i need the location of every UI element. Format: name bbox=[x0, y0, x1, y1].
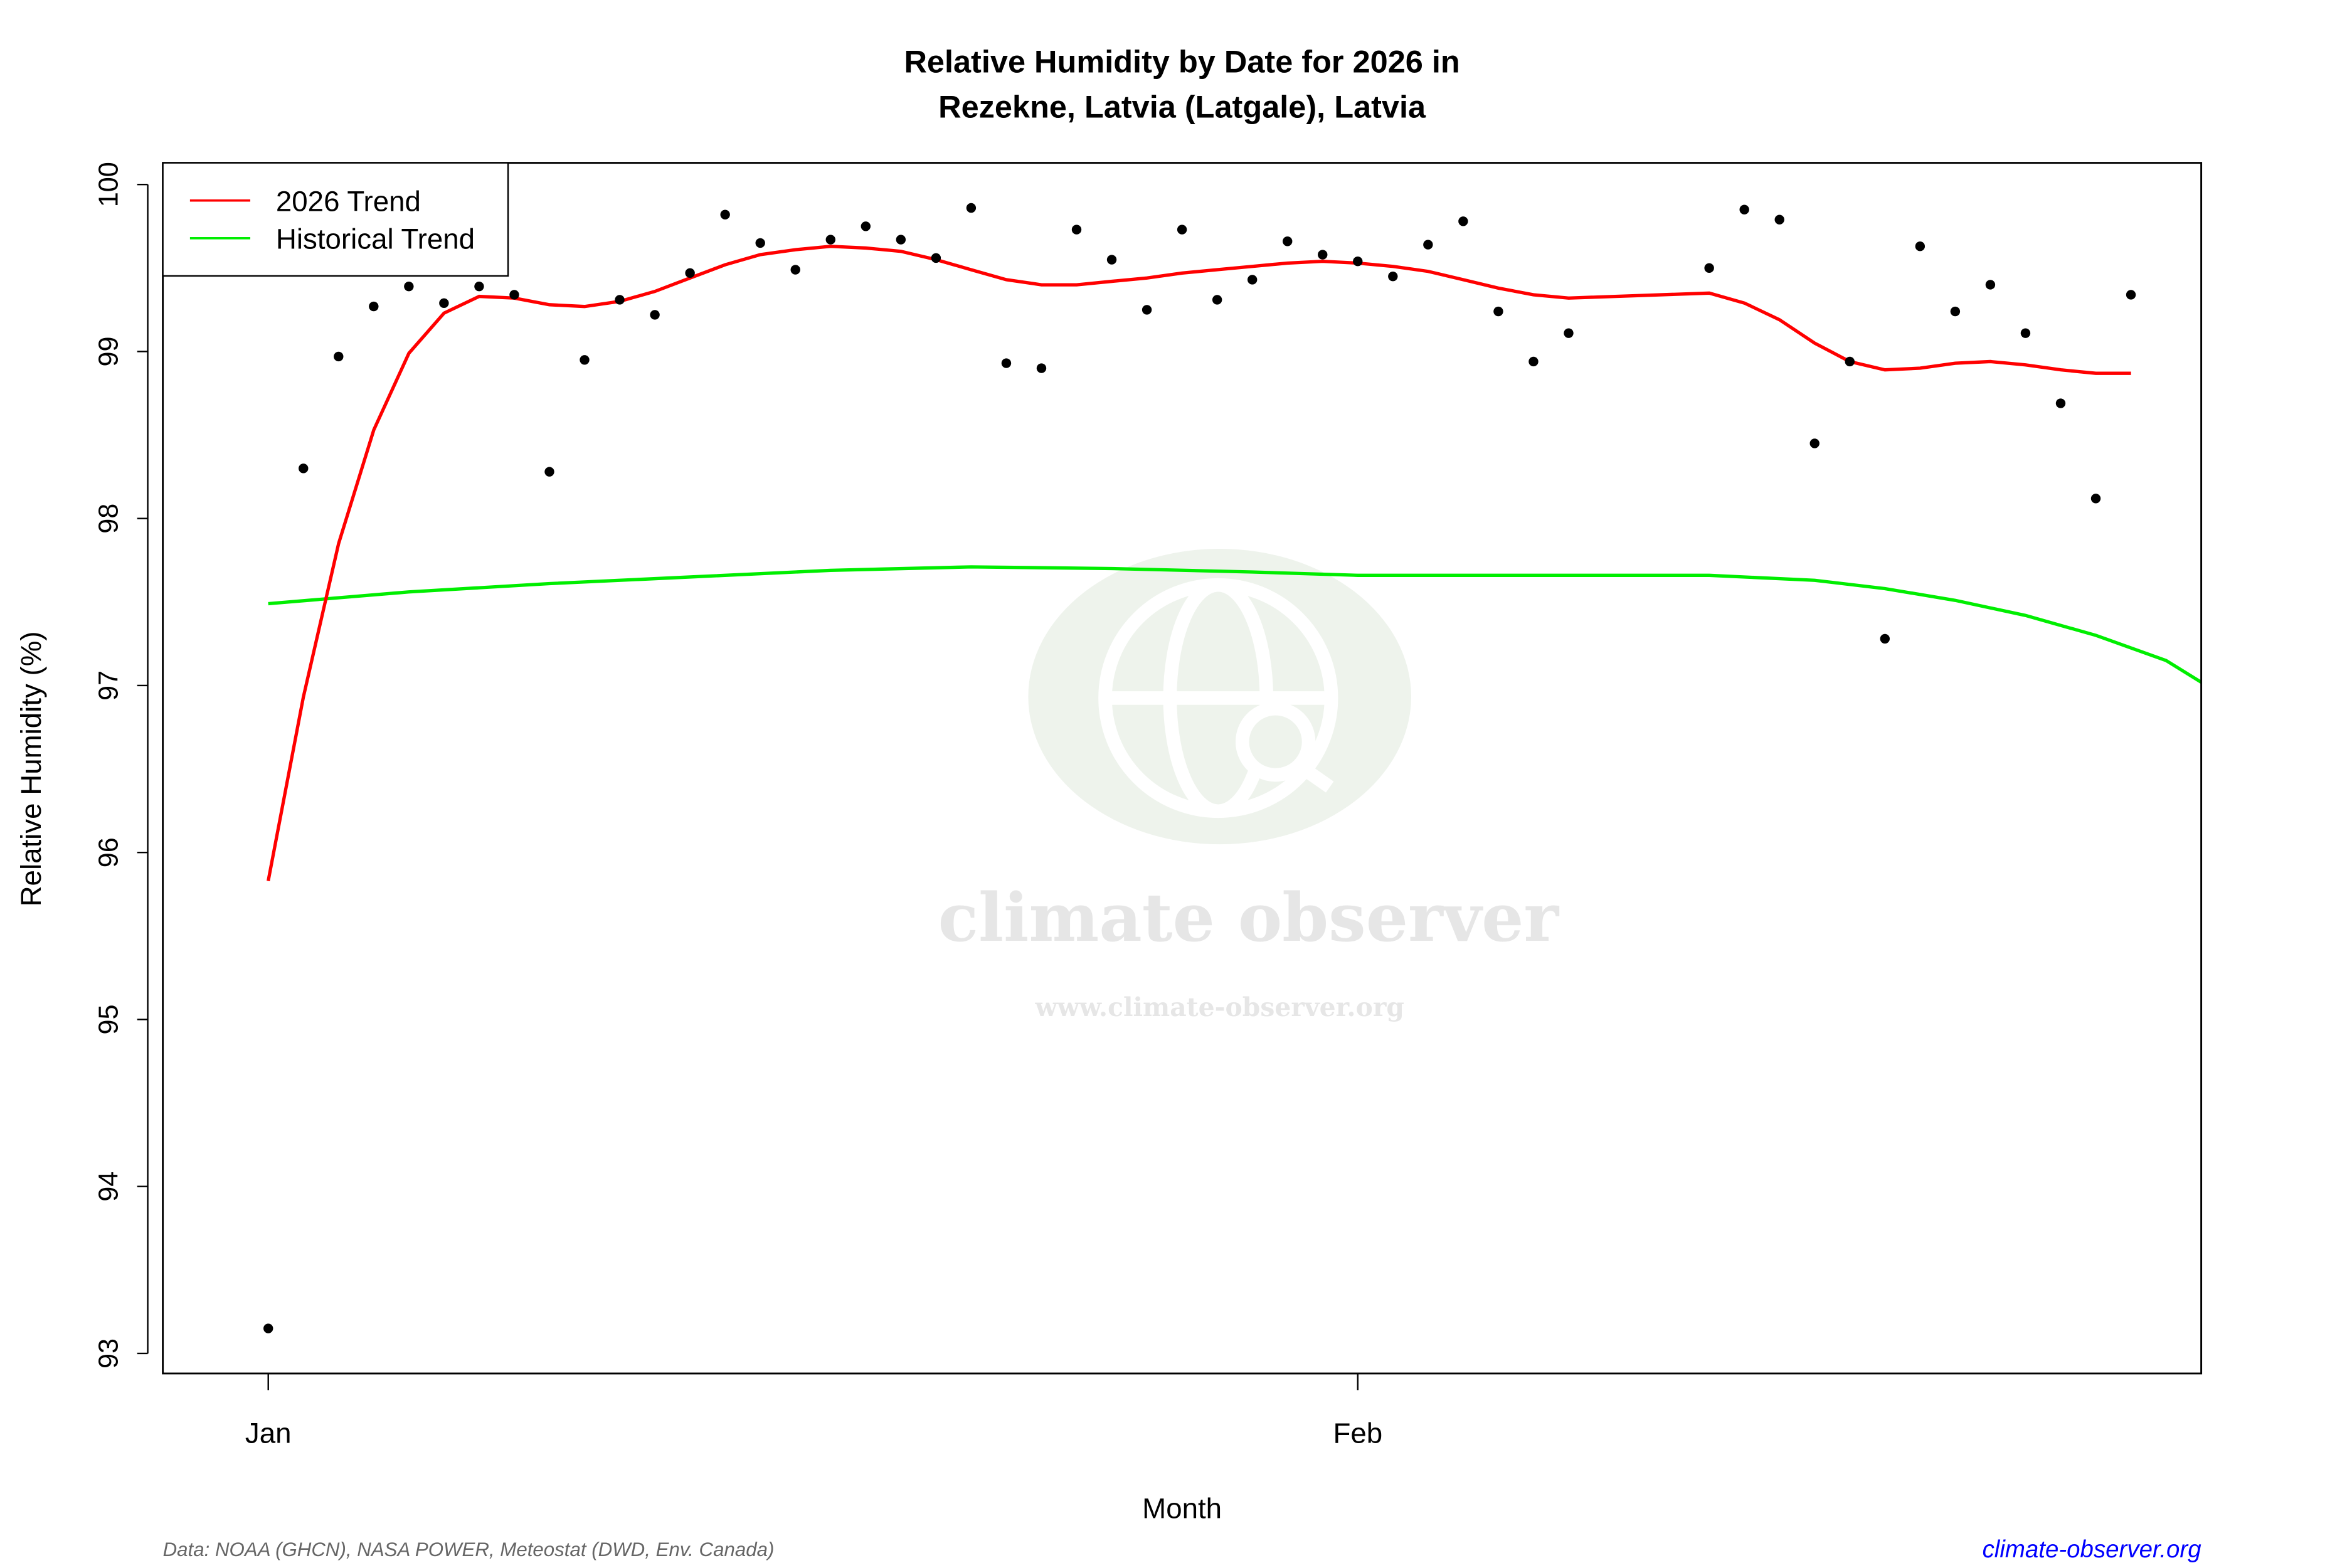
data-point bbox=[1106, 255, 1117, 265]
data-point bbox=[1283, 236, 1293, 246]
data-point bbox=[1564, 328, 1574, 338]
data-point bbox=[1423, 240, 1433, 250]
data-point bbox=[1001, 358, 1012, 368]
legend-label-historical: Historical Trend bbox=[276, 223, 475, 255]
data-point bbox=[861, 221, 871, 231]
plot-frame bbox=[162, 162, 2203, 1375]
data-point bbox=[2020, 328, 2031, 338]
data-point bbox=[299, 464, 309, 474]
data-point bbox=[1036, 363, 1047, 373]
data-point bbox=[1388, 271, 1398, 282]
data-point bbox=[825, 235, 835, 245]
y-tick-label: 100 bbox=[94, 162, 124, 207]
globe-search-icon bbox=[1098, 578, 1338, 818]
data-point bbox=[1985, 280, 1996, 290]
data-point bbox=[1774, 215, 1784, 225]
data-point bbox=[404, 281, 414, 292]
plot-marks bbox=[263, 203, 2201, 1333]
data-point bbox=[1318, 250, 1328, 260]
legend-label-2026: 2026 Trend bbox=[276, 186, 421, 218]
data-point bbox=[896, 235, 906, 245]
data-point bbox=[1353, 257, 1363, 267]
chart-title: Relative Humidity by Date for 2026 in bbox=[904, 43, 1459, 79]
trend-line-2026-trend bbox=[267, 245, 2131, 882]
data-point bbox=[1950, 306, 1961, 317]
y-tick-label: 94 bbox=[94, 1172, 124, 1202]
x-axis-label: Month bbox=[1142, 1493, 1222, 1525]
data-point bbox=[2090, 494, 2101, 504]
x-tick-label: Feb bbox=[1333, 1417, 1382, 1449]
data-point bbox=[615, 295, 625, 305]
trend-line-historical-trend bbox=[268, 565, 2201, 684]
data-point bbox=[369, 301, 379, 312]
watermark: climate observer www.climate-observer.or… bbox=[938, 549, 1560, 1022]
data-point bbox=[1809, 438, 1820, 448]
x-tick-label: Jan bbox=[245, 1417, 292, 1449]
data-point bbox=[650, 310, 660, 320]
data-point bbox=[1739, 204, 1749, 215]
legend: 2026 Trend Historical Trend bbox=[162, 162, 509, 277]
watermark-name: climate observer bbox=[938, 879, 1560, 956]
data-point bbox=[263, 1323, 273, 1333]
data-point bbox=[1528, 356, 1539, 367]
data-point bbox=[334, 351, 344, 362]
y-tick-label: 99 bbox=[94, 336, 124, 366]
data-point bbox=[1247, 275, 1258, 285]
y-tick-label: 96 bbox=[94, 837, 124, 867]
data-point bbox=[544, 467, 554, 477]
data-point bbox=[685, 268, 695, 278]
data-point bbox=[1704, 263, 1714, 273]
data-point bbox=[1142, 305, 1152, 315]
data-point bbox=[966, 203, 977, 213]
data-point bbox=[439, 298, 449, 308]
axes: 93 94 95 96 97 98 99 100 Jan Feb bbox=[94, 162, 1383, 1449]
data-point bbox=[2126, 290, 2136, 300]
data-point bbox=[1845, 356, 1855, 367]
y-tick-label: 98 bbox=[94, 504, 124, 534]
data-point bbox=[509, 290, 519, 300]
data-point bbox=[790, 265, 800, 275]
data-point bbox=[474, 281, 484, 292]
data-point bbox=[1177, 225, 1187, 235]
legend-box bbox=[162, 162, 509, 277]
data-point bbox=[1493, 306, 1503, 317]
site-link[interactable]: climate-observer.org bbox=[1983, 1536, 2202, 1563]
y-tick-label: 93 bbox=[94, 1338, 124, 1369]
data-point bbox=[720, 209, 730, 220]
y-axis-label: Relative Humidity (%) bbox=[15, 632, 47, 907]
data-source-note: Data: NOAA (GHCN), NASA POWER, Meteostat… bbox=[163, 1539, 775, 1560]
data-point bbox=[1071, 225, 1082, 235]
data-point bbox=[1212, 295, 1222, 305]
data-point bbox=[580, 355, 590, 365]
data-point bbox=[1458, 216, 1468, 226]
y-tick-label: 97 bbox=[94, 670, 124, 701]
data-point bbox=[755, 238, 765, 248]
data-point bbox=[1915, 241, 1926, 252]
chart-subtitle: Rezekne, Latvia (Latgale), Latvia bbox=[938, 89, 1426, 125]
data-point bbox=[2055, 398, 2066, 408]
watermark-url: www.climate-observer.org bbox=[1034, 992, 1404, 1022]
y-tick-label: 95 bbox=[94, 1004, 124, 1034]
data-point bbox=[1880, 633, 1890, 644]
data-point bbox=[931, 253, 941, 263]
